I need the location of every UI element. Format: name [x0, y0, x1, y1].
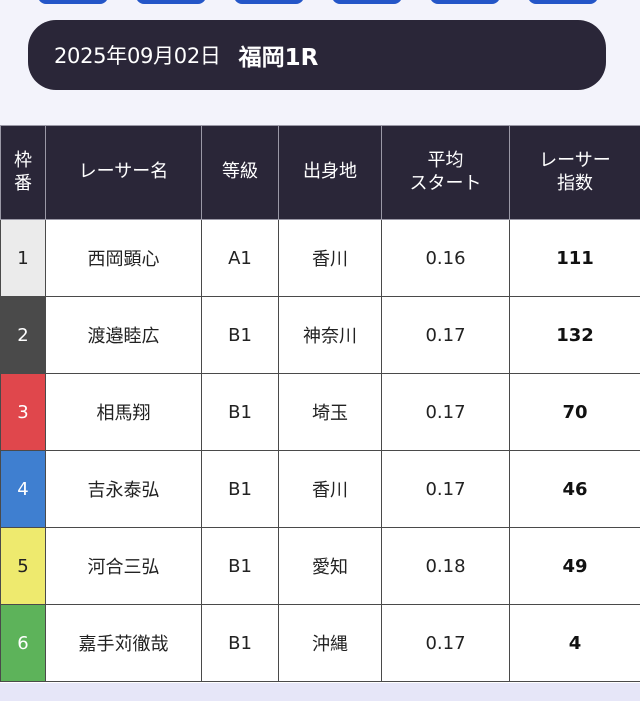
hometown-cell: 香川 [278, 450, 382, 528]
avg-start-cell: 0.16 [381, 219, 510, 297]
class-cell: A1 [201, 219, 279, 297]
header-racer-index: レーサー 指数 [509, 125, 640, 220]
racer-name-cell: 渡邉睦広 [45, 296, 202, 374]
hometown-cell: 沖縄 [278, 604, 382, 682]
table-row: 3 相馬翔 B1 埼玉 0.17 70 [0, 373, 640, 451]
avg-start-cell: 0.18 [381, 527, 510, 605]
class-cell: B1 [201, 450, 279, 528]
racer-table: 枠 番 レーサー名 等級 出身地 平均 スタート レーサー 指数 1 西岡顕心 … [0, 125, 640, 682]
avg-start-cell: 0.17 [381, 296, 510, 374]
class-cell: B1 [201, 296, 279, 374]
racer-index-cell: 132 [509, 296, 640, 374]
table-row: 4 吉永泰弘 B1 香川 0.17 46 [0, 450, 640, 528]
avg-start-cell: 0.17 [381, 450, 510, 528]
hometown-cell: 埼玉 [278, 373, 382, 451]
race-tab[interactable] [430, 0, 500, 4]
frame-number-cell: 6 [0, 604, 46, 682]
header-hometown: 出身地 [278, 125, 382, 220]
hometown-cell: 香川 [278, 219, 382, 297]
race-tab[interactable] [332, 0, 402, 4]
race-tab[interactable] [234, 0, 304, 4]
class-cell: B1 [201, 604, 279, 682]
table-row: 1 西岡顕心 A1 香川 0.16 111 [0, 219, 640, 297]
header-racer-name: レーサー名 [45, 125, 202, 220]
race-tab[interactable] [528, 0, 598, 4]
racer-name-cell: 西岡顕心 [45, 219, 202, 297]
table-row: 5 河合三弘 B1 愛知 0.18 49 [0, 527, 640, 605]
racer-name-cell: 相馬翔 [45, 373, 202, 451]
table-row: 6 嘉手苅徹哉 B1 沖縄 0.17 4 [0, 604, 640, 682]
avg-start-cell: 0.17 [381, 373, 510, 451]
racer-index-cell: 4 [509, 604, 640, 682]
race-name: 福岡1R [238, 45, 319, 71]
frame-number-cell: 3 [0, 373, 46, 451]
avg-start-cell: 0.17 [381, 604, 510, 682]
bottom-band [0, 683, 640, 701]
racer-index-cell: 111 [509, 219, 640, 297]
header-frame: 枠 番 [0, 125, 46, 220]
race-tab[interactable] [136, 0, 206, 4]
class-cell: B1 [201, 527, 279, 605]
frame-number-cell: 1 [0, 219, 46, 297]
hometown-cell: 神奈川 [278, 296, 382, 374]
race-title-banner: 2025年09月02日 福岡1R [28, 20, 606, 90]
race-date: 2025年09月02日 [54, 44, 221, 68]
racer-index-cell: 46 [509, 450, 640, 528]
racer-name-cell: 河合三弘 [45, 527, 202, 605]
frame-number-cell: 4 [0, 450, 46, 528]
racer-index-cell: 70 [509, 373, 640, 451]
racer-index-cell: 49 [509, 527, 640, 605]
table-row: 2 渡邉睦広 B1 神奈川 0.17 132 [0, 296, 640, 374]
table-header-row: 枠 番 レーサー名 等級 出身地 平均 スタート レーサー 指数 [0, 125, 640, 220]
header-class: 等級 [201, 125, 279, 220]
class-cell: B1 [201, 373, 279, 451]
race-tab-strip [0, 0, 640, 6]
racer-name-cell: 吉永泰弘 [45, 450, 202, 528]
header-avg-start: 平均 スタート [381, 125, 510, 220]
frame-number-cell: 2 [0, 296, 46, 374]
frame-number-cell: 5 [0, 527, 46, 605]
racer-name-cell: 嘉手苅徹哉 [45, 604, 202, 682]
hometown-cell: 愛知 [278, 527, 382, 605]
race-tab[interactable] [38, 0, 108, 4]
